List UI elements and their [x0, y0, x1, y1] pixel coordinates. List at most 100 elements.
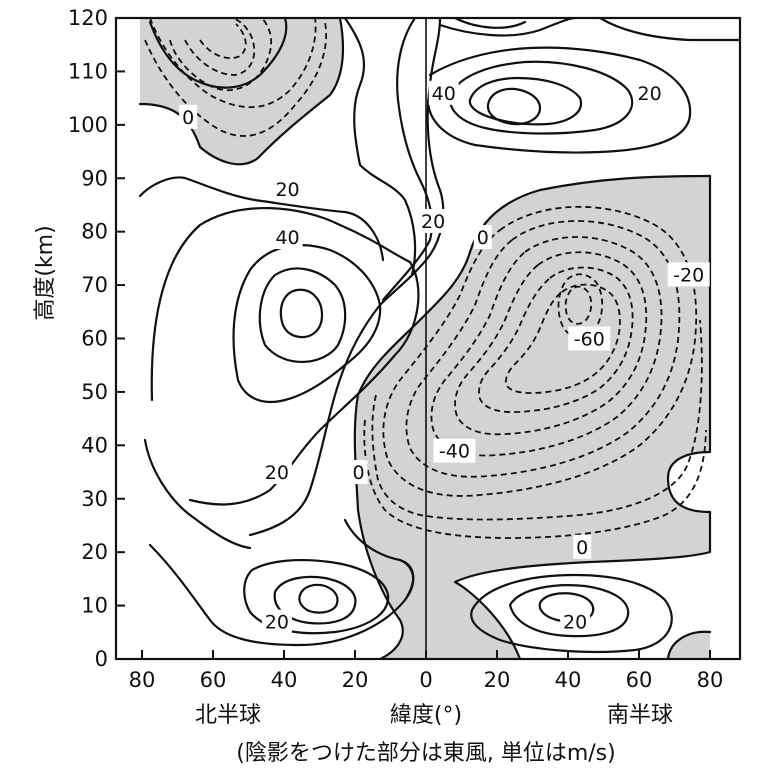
contour-label: 20: [275, 179, 299, 201]
contour-label: 20: [563, 612, 587, 634]
contour-north-bottom-inner: [273, 575, 357, 625]
contour-label-bg: [428, 80, 459, 105]
contour-north-top-dash-5: [144, 21, 327, 137]
contour-labels: 0 40 20 20 20 0 40 -20 -60 -40 20 0 0 20 20: [179, 80, 710, 634]
contour-0-south-east: [468, 174, 712, 254]
contour-dash-lower-1: [371, 319, 703, 521]
contour-label-bg: [272, 176, 303, 201]
westerly-contours: [138, 18, 740, 659]
y-tick-label: 0: [95, 647, 108, 671]
contour-north-core-outer: [258, 267, 347, 363]
contour-south-bottom-outer: [470, 573, 673, 654]
figure-note: (陰影をつけた部分は東風, 単位はm/s): [236, 741, 615, 766]
x-tick-label: 0: [419, 668, 432, 692]
contour-dash-2: [405, 220, 681, 478]
contour-north-top-dash-4: [149, 18, 317, 109]
contour-north-top-inner: [148, 18, 288, 89]
x-tick-label: 80: [697, 668, 724, 692]
contour-dash-core-inner: [564, 285, 593, 325]
contour-south-top-3: [598, 18, 740, 42]
contour-label: 20: [638, 83, 662, 105]
x-tick-label: 40: [555, 668, 582, 692]
y-tick-label: 90: [81, 166, 108, 190]
y-axis: 0 10 20 30 40 50 60 70 80 90 100 110 120: [68, 6, 125, 671]
x-axis: 80 60 40 20 0 20 40 60 80: [129, 650, 724, 692]
contour-north-bottom-core: [298, 583, 339, 614]
contour-label: -60: [574, 329, 605, 351]
contour-label: 0: [477, 227, 489, 249]
contour-north-upper: [343, 18, 417, 277]
contour-label-bg: [473, 225, 492, 250]
contour-north-bottom-mid: [243, 558, 390, 635]
y-tick-label: 80: [81, 220, 108, 244]
contour-label-bg: [433, 438, 476, 463]
x-caption-right: 南半球: [607, 703, 673, 728]
x-tick-label: 20: [342, 668, 369, 692]
easterly-region-north-top: [140, 18, 343, 165]
contour-south-upper-mid: [448, 60, 634, 135]
x-tick-label: 60: [200, 668, 227, 692]
contour-label-bg: [261, 460, 292, 485]
contour-label-bg: [573, 534, 592, 559]
contour-north-top-dash-2: [184, 18, 256, 76]
contour-label-bg: [272, 225, 303, 250]
contour-dash-1: [382, 205, 698, 497]
contour-40-north: [232, 244, 382, 404]
contour-north-bottom-left: [143, 438, 252, 550]
contour-label-bg: [261, 609, 292, 634]
contour-label-bg: [634, 80, 665, 105]
contour-equator-40: [381, 18, 434, 302]
contour-label: 20: [421, 211, 445, 233]
contour-south-top-1: [438, 18, 577, 37]
easterly-contours: [144, 18, 707, 539]
y-tick-label: 110: [68, 59, 108, 83]
contour-label-bg: [560, 609, 591, 634]
x-tick-label: 20: [484, 668, 511, 692]
contour-south-upper-outer: [426, 46, 692, 154]
y-tick-label: 100: [68, 113, 108, 137]
contour-0-south-east-edge: [453, 174, 712, 659]
contour-label: 0: [182, 107, 194, 129]
contour-label: 20: [265, 612, 289, 634]
y-tick-label: 30: [81, 487, 108, 511]
contour-south-bottom-inner: [508, 584, 630, 638]
contour-label: 40: [432, 83, 456, 105]
contour-label: 0: [576, 537, 588, 559]
contour-dash-lower-2: [363, 419, 707, 539]
contour-label-bg: [667, 262, 710, 287]
contour-dash-4: [454, 251, 648, 436]
contour-label: -40: [439, 441, 470, 463]
contour-south-bottom-corner: [666, 630, 712, 659]
y-tick-label: 120: [68, 6, 108, 30]
x-tick-label: 80: [129, 668, 156, 692]
y-tick-label: 70: [81, 273, 108, 297]
x-tick-label: 60: [626, 668, 653, 692]
contour-south-bottom-core: [538, 592, 595, 623]
contour-south-upper-inner: [468, 76, 583, 126]
y-tick-label: 20: [81, 540, 108, 564]
y-tick-label: 10: [81, 594, 108, 618]
y-tick-label: 40: [81, 433, 108, 457]
y-tick-label: 60: [81, 327, 108, 351]
contour-north-top-dash-3: [199, 23, 247, 60]
contour-north-core: [279, 288, 324, 339]
easterly-region-south-bottom: [668, 631, 710, 659]
contour-north-lower-wave: [343, 518, 415, 602]
contour-label-bg: [349, 460, 368, 485]
contour-south-upper-core: [486, 87, 542, 126]
contour-dash-3: [430, 236, 663, 457]
contour-dash-5: [478, 266, 634, 413]
contour-label: 0: [353, 462, 365, 484]
y-tick-label: 50: [81, 380, 108, 404]
contour-label: 40: [275, 227, 299, 249]
contour-label-bg: [179, 104, 198, 129]
contour-south-top-2: [453, 18, 527, 29]
contour-dash-6: [504, 283, 621, 394]
x-tick-label: 40: [271, 668, 298, 692]
contour-label-bg: [418, 208, 449, 233]
contour-north-wave: [138, 176, 385, 262]
y-axis-label: 高度(km): [33, 225, 58, 320]
x-caption-left: 北半球: [195, 703, 261, 728]
contour-north-top-dash-1: [169, 18, 272, 92]
